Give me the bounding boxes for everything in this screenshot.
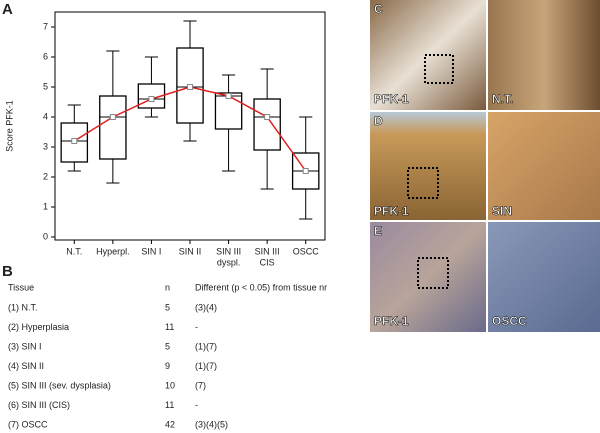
table-cell: (7) OSCC xyxy=(8,419,48,429)
image-label: PFK-1 xyxy=(374,314,409,328)
y-tick-label: 6 xyxy=(43,51,48,61)
y-tick-label: 1 xyxy=(43,201,48,211)
panel-label: C xyxy=(374,2,383,16)
image xyxy=(488,0,600,110)
table-header: n xyxy=(165,282,170,292)
mean-marker xyxy=(302,168,309,174)
table-cell: 5 xyxy=(165,341,170,351)
table-cell: 42 xyxy=(165,419,175,429)
table-cell: (1) N.T. xyxy=(8,302,38,312)
panel-label: B xyxy=(2,263,13,280)
table-cell: 5 xyxy=(165,302,170,312)
image-label: SIN xyxy=(492,204,512,218)
panel-label: A xyxy=(2,1,13,18)
x-tick-label: OSCC xyxy=(293,246,320,256)
y-tick-label: 5 xyxy=(43,81,48,91)
table-cell: (3) SIN I xyxy=(8,341,42,351)
x-tick-label: SIN II xyxy=(179,246,202,256)
table-cell: (2) Hyperplasia xyxy=(8,322,69,332)
image xyxy=(370,112,486,220)
table-cell: (6) SIN III (CIS) xyxy=(8,400,70,410)
image-label: PFK-1 xyxy=(374,92,409,106)
x-tick-label: N.T. xyxy=(66,246,82,256)
table-cell: 11 xyxy=(165,400,174,410)
box xyxy=(176,47,204,124)
table-cell: (4) SIN II xyxy=(8,361,44,371)
mean-marker xyxy=(225,93,232,99)
x-tick-label: SIN III xyxy=(216,246,241,256)
table-cell: (3)(4) xyxy=(195,302,217,312)
table-cell: 10 xyxy=(165,380,175,390)
table-cell: (1)(7) xyxy=(195,341,217,351)
panel-label: E xyxy=(374,224,382,238)
panel-label: D xyxy=(374,114,383,128)
x-tick-label: SIN I xyxy=(141,246,161,256)
x-tick-label: Hyperpl. xyxy=(96,246,130,256)
x-tick-label: CIS xyxy=(260,257,275,267)
image-label: OSCC xyxy=(492,314,527,328)
table-cell: (5) SIN III (sev. dysplasia) xyxy=(8,380,111,390)
mean-marker xyxy=(264,114,271,120)
y-tick-label: 3 xyxy=(43,141,48,151)
mean-marker xyxy=(148,96,155,102)
image xyxy=(488,222,600,332)
table-cell: (7) xyxy=(195,380,206,390)
x-tick-label: dyspl. xyxy=(217,257,241,267)
table-cell: (1)(7) xyxy=(195,361,217,371)
table-cell: (3)(4)(5) xyxy=(195,419,228,429)
image xyxy=(488,112,600,220)
image xyxy=(370,0,486,110)
box xyxy=(137,83,166,109)
table-cell: - xyxy=(195,400,198,410)
box xyxy=(60,122,89,163)
table-cell: - xyxy=(195,322,198,332)
table-header: Different (p < 0.05) from tissue nr xyxy=(195,282,327,292)
box xyxy=(253,98,281,151)
mean-marker xyxy=(71,138,78,144)
image-label: PFK-1 xyxy=(374,204,409,218)
box xyxy=(99,95,127,160)
table-header: Tissue xyxy=(8,282,34,292)
y-tick-label: 2 xyxy=(43,171,48,181)
x-tick-label: SIN III xyxy=(255,246,280,256)
micrographs xyxy=(370,0,600,332)
table-cell: 11 xyxy=(165,322,174,332)
roi xyxy=(424,54,454,84)
y-axis-label: Score PFK-1 xyxy=(4,100,14,152)
roi xyxy=(417,257,449,289)
roi xyxy=(407,167,439,199)
mean-marker xyxy=(187,84,193,90)
image xyxy=(370,222,486,332)
mean-marker xyxy=(109,114,116,120)
table-cell: 9 xyxy=(165,361,170,371)
y-tick-label: 7 xyxy=(43,21,48,31)
y-tick-label: 4 xyxy=(43,111,48,121)
image-label: N.T. xyxy=(492,92,513,106)
y-tick-label: 0 xyxy=(43,231,48,241)
